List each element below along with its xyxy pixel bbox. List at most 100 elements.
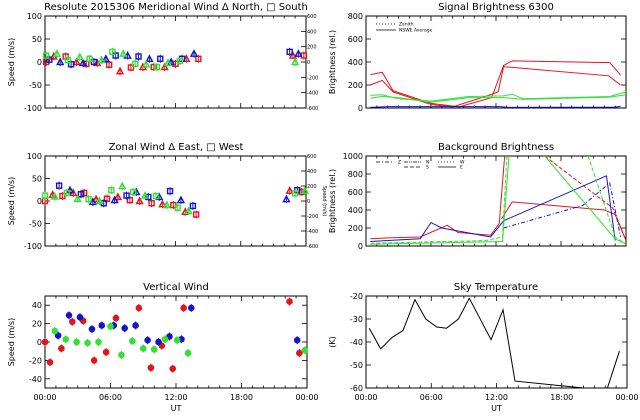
vertical-wind-point bbox=[144, 336, 151, 344]
background-series-line-green bbox=[370, 156, 508, 244]
skytemp-y-tick-label: -20 bbox=[350, 292, 363, 301]
zonal-right-tick-label: -200 bbox=[307, 214, 318, 220]
vertical-wind-point bbox=[135, 304, 143, 312]
zonal-y-tick-label: -50 bbox=[29, 220, 42, 229]
meridional-triangle-point bbox=[72, 57, 81, 66]
meridional-square-point bbox=[42, 52, 50, 59]
vertical-wind-point bbox=[76, 313, 84, 321]
vertical-y-tick-label: 20 bbox=[32, 320, 42, 329]
background-series-line-green bbox=[587, 156, 626, 245]
meridional-triangle-point bbox=[52, 49, 62, 57]
meridional-triangle-point bbox=[119, 49, 128, 57]
zonal-square-point bbox=[148, 200, 155, 207]
background-series-line-blue bbox=[370, 175, 616, 242]
vertical-x-tick-label: 06:00 bbox=[99, 393, 122, 402]
zonal-triangle-point bbox=[95, 196, 104, 205]
vertical-wind-point bbox=[155, 338, 162, 346]
zonal-square-point bbox=[129, 188, 137, 196]
background-series-line-green bbox=[370, 156, 510, 245]
background-plot-frame bbox=[365, 155, 627, 247]
zonal-triangle-point bbox=[73, 194, 82, 202]
vertical-wind-point bbox=[107, 323, 114, 330]
meridional-square-point bbox=[105, 61, 113, 68]
vertical-wind-point bbox=[187, 304, 195, 312]
vertical-wind-point bbox=[88, 325, 96, 333]
meridional-right-tick-label: 600 bbox=[307, 14, 317, 20]
meridional-y-axis-label: Speed (m/s) bbox=[7, 38, 16, 87]
background-y-tick-label: 200 bbox=[348, 224, 363, 233]
meridional-square-point bbox=[157, 55, 164, 62]
skytemp-y-tick-label: -50 bbox=[350, 361, 363, 370]
vertical-wind-point bbox=[139, 345, 147, 352]
meridional-square-point bbox=[132, 60, 139, 68]
signal-y-tick-label: 800 bbox=[348, 12, 363, 21]
zonal-right-tick-label: 0 bbox=[307, 199, 310, 205]
vertical-wind-point bbox=[65, 312, 73, 319]
vertical-wind-point bbox=[62, 335, 70, 343]
meridional-y-tick-label: -100 bbox=[24, 104, 42, 113]
meridional-square-point bbox=[46, 56, 53, 63]
vertical-y-tick-label: -40 bbox=[29, 375, 42, 384]
background-title: Background Brightness bbox=[438, 142, 554, 153]
zonal-triangle-point bbox=[162, 200, 171, 209]
zonal-triangle-point bbox=[118, 181, 127, 190]
legend-label: E bbox=[460, 165, 463, 171]
zonal-y-tick-label: -100 bbox=[24, 242, 42, 251]
vertical-wind-point bbox=[98, 322, 106, 329]
vertical-title: Vertical Wind bbox=[143, 282, 209, 293]
vertical-wind-point bbox=[132, 322, 139, 329]
meridional-triangle-point bbox=[75, 52, 84, 61]
vertical-wind-point bbox=[301, 346, 309, 354]
zonal-square-point bbox=[85, 195, 92, 203]
background-y-axis-label: Brightness (rel.) bbox=[328, 169, 337, 233]
vertical-wind-point bbox=[54, 332, 62, 339]
zonal-right-tick-label: -600 bbox=[307, 244, 318, 250]
meridional-triangle-point bbox=[145, 54, 154, 62]
meridional-title: Resolute 2015306 Meridional Wind Δ North… bbox=[44, 2, 308, 13]
meridional-y-tick-label: 0 bbox=[37, 58, 42, 67]
meridional-triangle-point bbox=[163, 58, 173, 67]
zonal-triangle-point bbox=[176, 195, 186, 204]
zonal-right-tick-label: -400 bbox=[307, 229, 318, 235]
skytemp-y-tick-label: -60 bbox=[350, 384, 363, 393]
vertical-y-tick-label: 0 bbox=[37, 338, 42, 347]
vertical-wind-point bbox=[180, 304, 187, 312]
legend-label: N bbox=[426, 160, 429, 166]
zonal-square-point bbox=[103, 195, 111, 202]
meridional-square-point bbox=[90, 58, 98, 66]
meridional-right-tick-label: -600 bbox=[307, 106, 318, 112]
zonal-square-point bbox=[291, 190, 299, 197]
signal-y-tick-label: 0 bbox=[358, 104, 363, 113]
zonal-square-point bbox=[41, 192, 49, 199]
vertical-wind-point bbox=[84, 339, 91, 347]
skytemp-x-tick-label: 18:00 bbox=[550, 393, 573, 402]
zonal-square-point bbox=[123, 192, 130, 199]
skytemp-y-tick-label: -30 bbox=[350, 315, 363, 324]
zonal-triangle-point bbox=[113, 192, 123, 201]
meridional-triangle-point bbox=[141, 59, 151, 68]
meridional-triangle-point bbox=[290, 57, 300, 66]
meridional-square-point bbox=[135, 53, 142, 60]
vertical-wind-point bbox=[296, 349, 303, 357]
skytemp-x-axis-label: UT bbox=[491, 404, 502, 413]
skytemp-x-tick-label: 00:00 bbox=[615, 393, 638, 402]
vertical-wind-point bbox=[147, 364, 155, 372]
zonal-triangle-point bbox=[155, 192, 164, 201]
vertical-x-tick-label: 12:00 bbox=[164, 393, 187, 402]
vertical-wind-point bbox=[112, 314, 120, 322]
meridional-square-point bbox=[153, 63, 161, 71]
skytemp-title: Sky Temperature bbox=[454, 282, 538, 293]
meridional-triangle-point bbox=[189, 49, 199, 57]
vertical-x-tick-label: 00:00 bbox=[33, 393, 56, 402]
zonal-square-point bbox=[145, 193, 152, 201]
skytemp-x-tick-label: 00:00 bbox=[354, 393, 377, 402]
zonal-triangle-point bbox=[140, 191, 150, 199]
background-y-tick-label: 0 bbox=[358, 242, 363, 251]
zonal-triangle-point bbox=[91, 194, 101, 203]
vertical-wind-point bbox=[118, 351, 125, 359]
background-series-line-blue bbox=[503, 182, 622, 238]
zonal-title: Zonal Wind Δ East, □ West bbox=[109, 142, 244, 153]
vertical-wind-point bbox=[46, 358, 54, 366]
zonal-square-point bbox=[108, 186, 115, 194]
zonal-y-tick-label: 50 bbox=[32, 175, 42, 184]
